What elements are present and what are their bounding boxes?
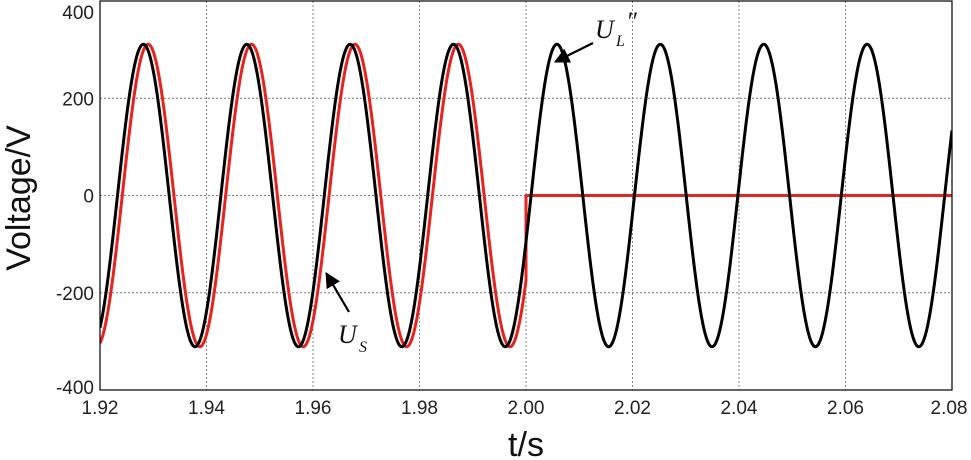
ul-label-subscript: L [615, 33, 625, 50]
x-tick-label: 2.02 [614, 398, 651, 419]
y-tick-label: 400 [62, 3, 94, 24]
x-tick-label: 2.04 [721, 398, 758, 419]
ul-arrow [553, 42, 594, 63]
y-axis-title: Voltage/V [0, 125, 38, 271]
x-tick-label: 1.94 [188, 398, 225, 419]
series-line-ul [100, 42, 952, 349]
x-axis-title: t/s [508, 426, 544, 460]
y-tick-label: 0 [83, 187, 94, 208]
plot-frame [99, 0, 953, 391]
x-tick-label: 2.06 [827, 398, 864, 419]
us-arrow [325, 271, 350, 313]
x-tick-labels: 1.92 1.94 1.96 1.98 2.00 2.02 2.04 2.06 2.08 [82, 398, 968, 419]
y-tick-labels: 400 200 0 -200 -400 [56, 3, 94, 399]
ul-label-superscript: ″ [626, 7, 638, 36]
x-tick-label: 2.00 [508, 398, 545, 419]
us-label-subscript: S [359, 339, 367, 356]
series-group [100, 42, 952, 349]
ul-label: U [595, 15, 616, 44]
x-tick-label: 1.92 [82, 398, 119, 419]
y-tick-label: 200 [62, 89, 94, 110]
y-tick-label: -400 [56, 378, 94, 399]
us-label: U [338, 320, 359, 349]
x-tick-label: 2.08 [931, 398, 968, 419]
x-tick-label: 1.98 [401, 398, 438, 419]
y-tick-label: -200 [56, 284, 94, 305]
series-annotations: U L″U S [325, 7, 638, 356]
x-tick-label: 1.96 [295, 398, 332, 419]
